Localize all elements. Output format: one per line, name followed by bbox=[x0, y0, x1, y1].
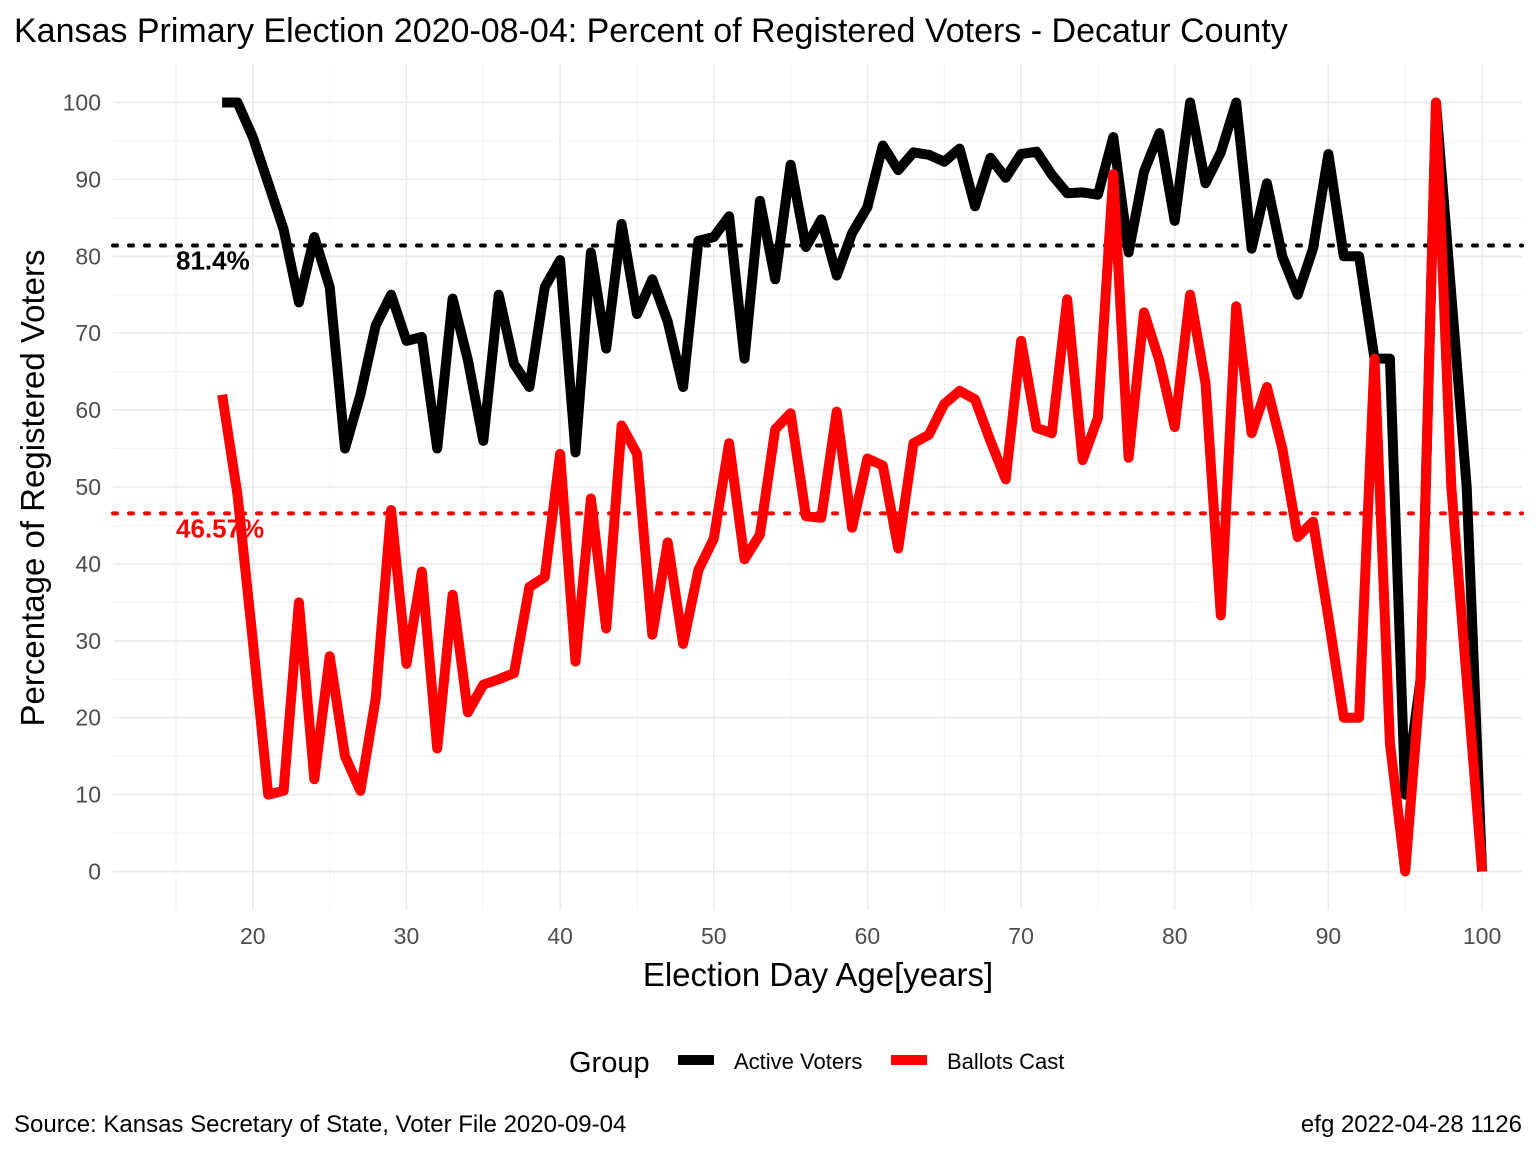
legend-title: Group bbox=[569, 1047, 650, 1079]
legend: Group Active Voters Ballots Cast bbox=[569, 1047, 1064, 1079]
y-tick-label: 50 bbox=[75, 474, 101, 500]
y-axis-ticks: 0 10 20 30 40 50 60 70 80 90 100 bbox=[63, 89, 101, 884]
reference-label-1: 46.57% bbox=[176, 513, 264, 543]
y-tick-label: 40 bbox=[75, 551, 101, 577]
x-tick-label: 80 bbox=[1162, 923, 1188, 949]
x-tick-label: 30 bbox=[394, 923, 420, 949]
y-tick-label: 100 bbox=[63, 89, 101, 115]
source-caption: Source: Kansas Secretary of State, Voter… bbox=[14, 1111, 626, 1138]
series-lines bbox=[217, 97, 1488, 877]
y-tick-label: 20 bbox=[75, 705, 101, 731]
x-tick-label: 60 bbox=[855, 923, 881, 949]
x-tick-label: 100 bbox=[1463, 923, 1501, 949]
y-tick-label: 0 bbox=[88, 859, 101, 885]
y-axis-title: Percentage of Registered Voters bbox=[14, 250, 51, 727]
grid-lines bbox=[113, 64, 1522, 910]
series-line-active-voters bbox=[222, 97, 1488, 872]
x-tick-label: 90 bbox=[1316, 923, 1342, 949]
x-tick-label: 50 bbox=[701, 923, 727, 949]
series-line-ballots-cast bbox=[217, 97, 1488, 877]
x-axis-ticks: 20 30 40 50 60 70 80 90 100 bbox=[240, 923, 1501, 949]
y-tick-label: 90 bbox=[75, 166, 101, 192]
x-tick-label: 20 bbox=[240, 923, 266, 949]
chart-title: Kansas Primary Election 2020-08-04: Perc… bbox=[14, 12, 1288, 50]
y-tick-label: 10 bbox=[75, 782, 101, 808]
reference-label-0: 81.4% bbox=[176, 246, 250, 276]
legend-label-active-voters: Active Voters bbox=[734, 1049, 862, 1074]
credit-caption: efg 2022-04-28 1126 bbox=[1301, 1111, 1522, 1138]
legend-label-ballots-cast: Ballots Cast bbox=[947, 1049, 1064, 1074]
y-tick-label: 30 bbox=[75, 628, 101, 654]
x-tick-label: 70 bbox=[1008, 923, 1034, 949]
y-tick-label: 80 bbox=[75, 243, 101, 269]
x-axis-title: Election Day Age[years] bbox=[643, 956, 993, 993]
reference-labels: 81.4% 46.57% bbox=[176, 246, 264, 544]
y-tick-label: 70 bbox=[75, 320, 101, 346]
y-tick-label: 60 bbox=[75, 397, 101, 423]
x-tick-label: 40 bbox=[547, 923, 573, 949]
